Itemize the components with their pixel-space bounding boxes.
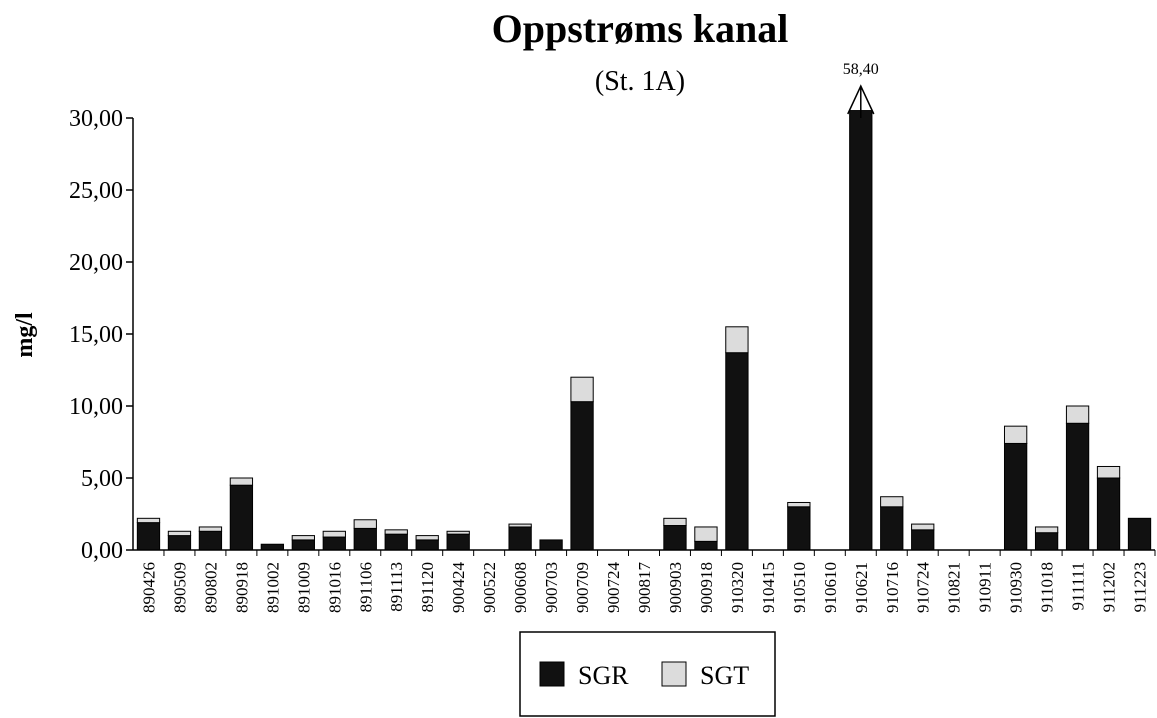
x-tick-label: 891009 — [294, 562, 313, 613]
x-tick-label: 910415 — [759, 562, 778, 613]
x-tick-label: 900724 — [604, 562, 623, 614]
bar-segment — [415, 535, 439, 541]
bar-segment — [1003, 442, 1028, 551]
bar-segment — [1034, 532, 1059, 551]
x-tick-label: 890509 — [170, 562, 189, 613]
x-tick-label: 900903 — [666, 562, 685, 613]
legend-swatch — [661, 661, 687, 687]
x-tick-label: 900709 — [573, 562, 592, 613]
x-tick-label: 890918 — [232, 562, 251, 613]
bar-segment — [1127, 517, 1152, 551]
bar-segment — [1065, 405, 1090, 424]
bar-segment — [570, 376, 594, 403]
x-tick-label: 891002 — [263, 562, 282, 613]
bar-segment — [725, 352, 749, 551]
value-label: 58,40 — [843, 61, 879, 78]
y-axis-label: mg/l — [12, 312, 38, 358]
bar-segment — [725, 326, 749, 354]
y-tick-label: 15,00 — [69, 322, 123, 348]
x-tick-label: 910621 — [852, 562, 871, 613]
bar-segment — [911, 529, 935, 551]
bar-segment — [1003, 425, 1028, 444]
x-tick-label: 911223 — [1131, 562, 1150, 612]
x-tick-label: 900522 — [480, 562, 499, 613]
bar-segment — [446, 533, 470, 551]
legend-label: SGT — [700, 661, 749, 690]
bar-segment — [694, 540, 718, 551]
bar-segment — [322, 536, 346, 551]
bar-segment — [384, 529, 408, 535]
x-tick-label: 890426 — [139, 562, 158, 613]
bar-segment — [198, 526, 223, 532]
x-tick-label: 891120 — [418, 562, 437, 612]
chart-title: Oppstrøms kanal — [492, 6, 789, 51]
bar-segment — [880, 496, 904, 508]
bar-segment — [508, 523, 532, 528]
bar-segment — [322, 530, 346, 538]
bar-segment — [415, 539, 439, 551]
chart-subtitle: (St. 1A) — [595, 66, 685, 97]
bar-segment — [136, 517, 161, 524]
y-tick-label: 25,00 — [69, 178, 123, 204]
bar-segment — [570, 401, 594, 551]
bar-segment — [167, 535, 192, 551]
x-tick-label: 900918 — [697, 562, 716, 613]
bar-segment — [291, 535, 315, 541]
bar-segment — [446, 530, 470, 535]
x-tick-label: 910510 — [790, 562, 809, 613]
x-tick-label: 910724 — [914, 562, 933, 614]
bar-segment — [1034, 526, 1059, 534]
x-tick-label: 910610 — [821, 562, 840, 613]
bar-segment — [849, 110, 873, 551]
bar-segment — [136, 522, 161, 551]
y-tick-label: 30,00 — [69, 106, 123, 132]
bar-segment — [508, 526, 532, 551]
x-tick-label: 900608 — [511, 562, 530, 613]
legend-swatch — [539, 661, 565, 687]
bar-segment — [694, 526, 718, 542]
x-tick-label: 891113 — [387, 562, 406, 612]
x-tick-label: 910821 — [945, 562, 964, 613]
x-tick-label: 910320 — [728, 562, 747, 613]
bar-segment — [787, 506, 811, 551]
bar-segment — [787, 501, 811, 508]
x-tick-label: 900703 — [542, 562, 561, 613]
overflow-arrow — [847, 84, 875, 118]
y-tick-label: 10,00 — [69, 394, 123, 420]
x-tick-label: 911111 — [1069, 562, 1088, 610]
y-tick-label: 5,00 — [81, 466, 123, 492]
legend-label: SGR — [578, 661, 629, 690]
bar-segment — [1096, 477, 1121, 551]
x-tick-label: 891016 — [325, 562, 344, 613]
bar-segment — [911, 523, 935, 531]
bar-segment — [539, 539, 563, 551]
x-tick-label: 900817 — [635, 562, 654, 614]
bar-segment — [663, 525, 687, 551]
bar-segment — [167, 530, 192, 537]
y-tick-label: 0,00 — [81, 538, 123, 564]
x-tick-label: 910930 — [1007, 562, 1026, 613]
bar-segment — [291, 539, 315, 551]
x-tick-label: 910716 — [883, 562, 902, 613]
x-tick-label: 900424 — [449, 562, 468, 614]
x-tick-label: 910911 — [976, 562, 995, 612]
bar-segment — [1096, 465, 1121, 479]
bar-segment — [198, 530, 223, 551]
x-tick-label: 911202 — [1100, 562, 1119, 612]
y-tick-label: 20,00 — [69, 250, 123, 276]
bar-segment — [1065, 422, 1090, 551]
bar-segment — [353, 519, 377, 529]
x-tick-label: 890802 — [201, 562, 220, 613]
bar-segment — [880, 506, 904, 551]
bar-segment — [260, 543, 285, 551]
bar-segment — [353, 527, 377, 551]
bar-segment — [663, 517, 687, 527]
x-tick-label: 891106 — [356, 562, 375, 612]
bar-segment — [384, 533, 408, 551]
bar-segment — [229, 477, 254, 486]
bar-segment — [229, 484, 254, 551]
x-tick-label: 911018 — [1038, 562, 1057, 612]
